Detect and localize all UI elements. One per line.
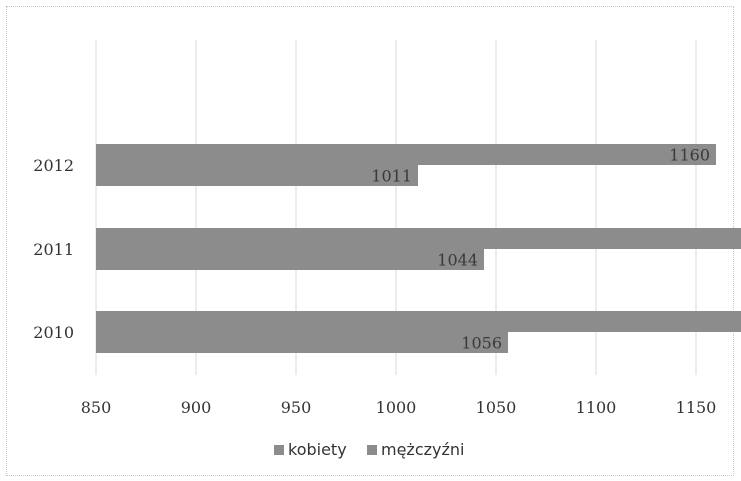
data-label: 1056 xyxy=(461,334,502,353)
legend-swatch xyxy=(367,445,377,455)
category-label: 2010 xyxy=(33,323,74,342)
x-tick-label: 900 xyxy=(181,398,212,417)
category-axis: 2010 2011 2012 xyxy=(33,156,74,342)
x-tick-label: 1000 xyxy=(376,398,417,417)
bar-mezczyzni-2010 xyxy=(96,332,508,353)
legend-swatch xyxy=(274,445,284,455)
data-labels: 121711981160105610441011 xyxy=(371,146,710,353)
bar-kobiety-2012 xyxy=(96,144,716,165)
bars xyxy=(96,144,741,353)
data-label: 1011 xyxy=(371,167,412,186)
legend-label: mężczyźni xyxy=(381,440,464,459)
x-tick-label: 950 xyxy=(281,398,312,417)
x-tick-label: 1050 xyxy=(476,398,517,417)
data-label: 1160 xyxy=(669,146,710,165)
bar-mezczyzni-2011 xyxy=(96,249,484,270)
legend: kobiety mężczyźni xyxy=(274,440,464,459)
bar-mezczyzni-2012 xyxy=(96,165,418,186)
x-tick-label: 1100 xyxy=(576,398,617,417)
x-tick-label: 850 xyxy=(81,398,112,417)
legend-label: kobiety xyxy=(288,440,347,459)
data-label: 1044 xyxy=(437,251,478,270)
value-axis: 850 900 950 1000 1050 1100 1150 xyxy=(81,398,717,417)
bar-kobiety-2011 xyxy=(96,228,741,249)
bar-kobiety-2010 xyxy=(96,311,741,332)
category-label: 2011 xyxy=(33,240,74,259)
category-label: 2012 xyxy=(33,156,74,175)
x-tick-label: 1150 xyxy=(676,398,717,417)
